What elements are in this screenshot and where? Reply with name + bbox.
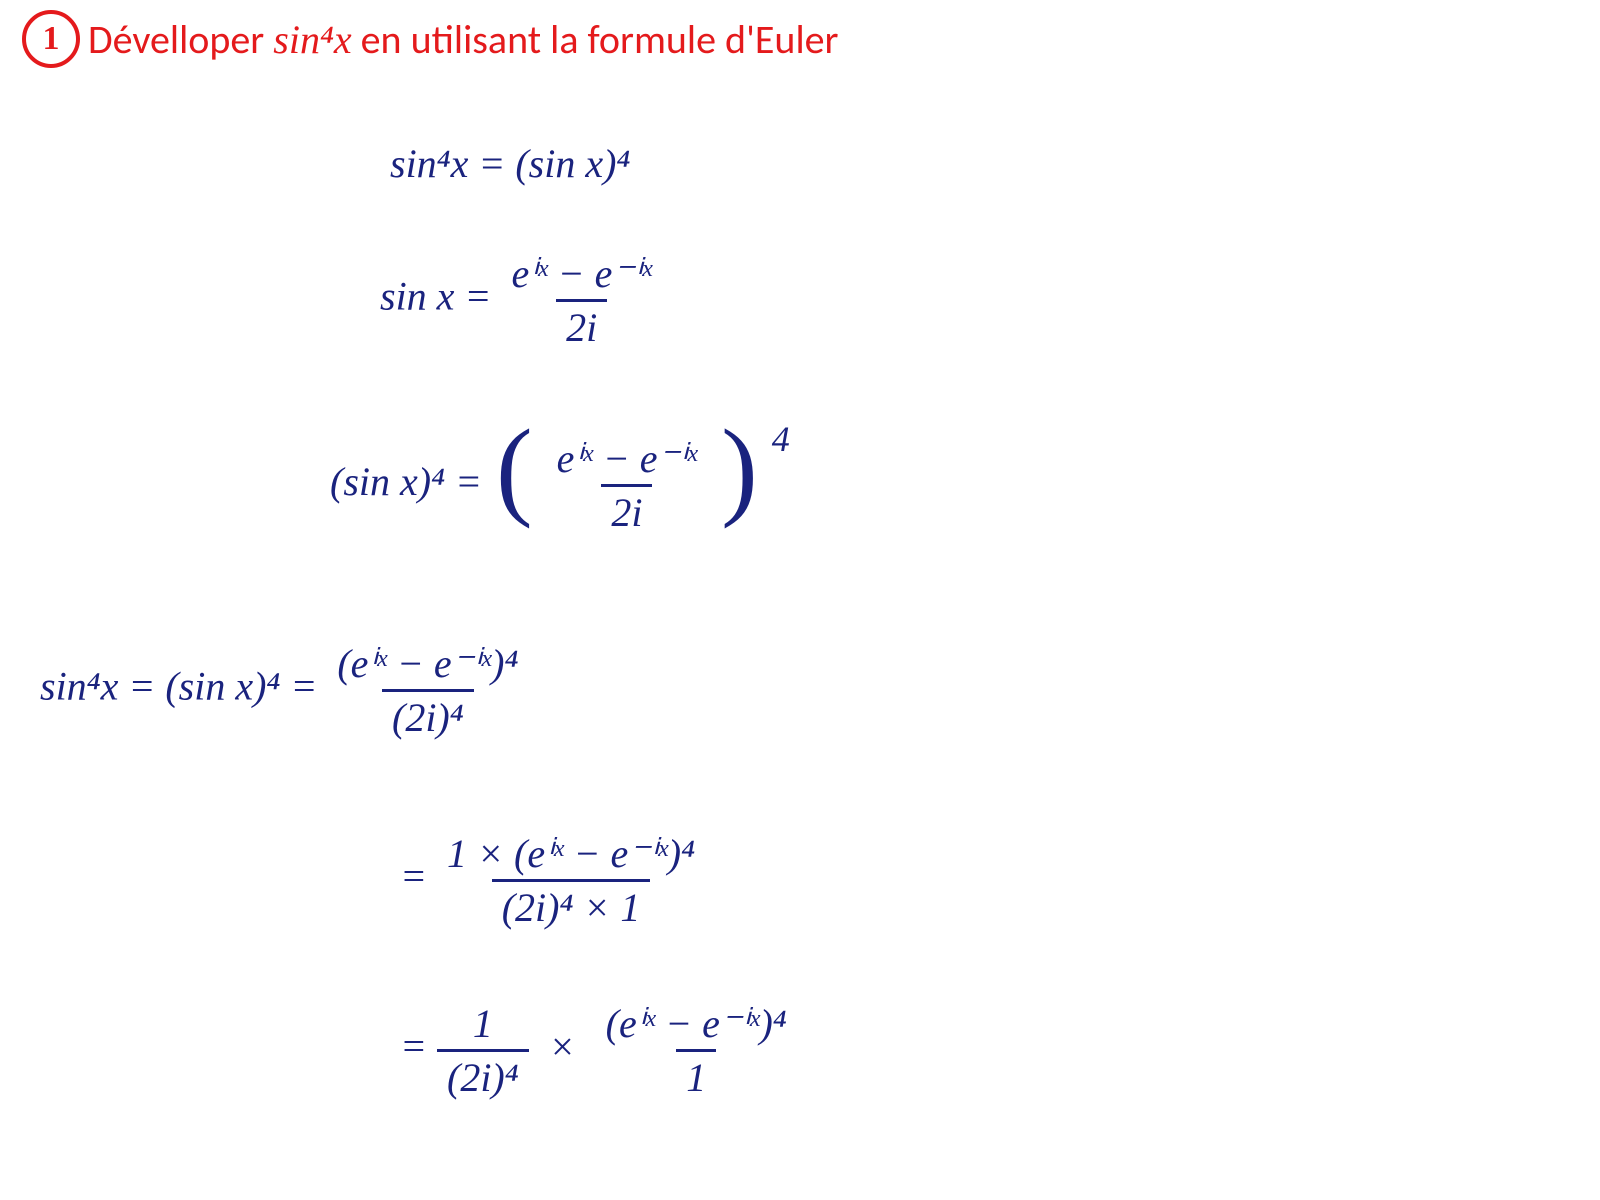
eq5-den: (2i)⁴ × 1 [492,879,651,931]
eq5-num: 1 × (eⁱˣ − e⁻ⁱˣ)⁴ [437,830,705,879]
eq-line-2: sin x = eⁱˣ − e⁻ⁱˣ 2i [380,250,662,351]
eq6-fB-den: 1 [676,1049,716,1101]
eq-line-4: sin⁴x = (sin x)⁴ = (eⁱˣ − e⁻ⁱˣ)⁴ (2i)⁴ [40,640,528,741]
title-math: sin⁴x [273,17,351,62]
eq3-fraction: eⁱˣ − e⁻ⁱˣ 2i [547,435,708,536]
eq3-lhs: (sin x)⁴ = [330,459,482,504]
title-post: en utilisant la formule d'Euler [361,15,839,64]
title-text: Dévelloper sin⁴x en utilisant la formule… [88,15,838,64]
eq-line-3: (sin x)⁴ = ( eⁱˣ − e⁻ⁱˣ 2i ) 4 [330,420,790,536]
eq6-fB-num: (eⁱˣ − e⁻ⁱˣ)⁴ [596,1000,797,1049]
rparen-icon: ) [717,407,762,529]
problem-number: 1 [43,20,60,58]
problem-number-circle: 1 [22,10,80,68]
eq5-lhs: = [400,854,427,899]
eq4-lhs: sin⁴x = (sin x)⁴ = [40,664,317,709]
eq3-num: eⁱˣ − e⁻ⁱˣ [547,435,708,484]
eq4-den: (2i)⁴ [382,689,474,741]
eq2-num: eⁱˣ − e⁻ⁱˣ [501,250,662,299]
eq-line-5: = 1 × (eⁱˣ − e⁻ⁱˣ)⁴ (2i)⁴ × 1 [400,830,705,931]
eq2-lhs: sin x = [380,274,491,319]
eq6-lhs: = [400,1024,427,1069]
eq2-fraction: eⁱˣ − e⁻ⁱˣ 2i [501,250,662,351]
eq4-fraction: (eⁱˣ − e⁻ⁱˣ)⁴ (2i)⁴ [327,640,528,741]
eq3-exp: 4 [772,419,790,459]
eq2-den: 2i [556,299,607,351]
title-pre: Dévelloper [88,15,273,64]
eq4-num: (eⁱˣ − e⁻ⁱˣ)⁴ [327,640,528,689]
eq1-content: sin⁴x = (sin x)⁴ [390,141,630,186]
eq-line-6: = 1 (2i)⁴ × (eⁱˣ − e⁻ⁱˣ)⁴ 1 [400,1000,797,1101]
title-row: 1 Dévelloper sin⁴x en utilisant la formu… [22,10,838,68]
eq6-fracA: 1 (2i)⁴ [437,1000,529,1101]
eq6-mid: × [539,1024,586,1069]
eq6-fA-num: 1 [463,1000,503,1049]
lparen-icon: ( [492,407,537,529]
eq3-den: 2i [601,484,652,536]
eq-line-1: sin⁴x = (sin x)⁴ [390,140,630,187]
eq5-fraction: 1 × (eⁱˣ − e⁻ⁱˣ)⁴ (2i)⁴ × 1 [437,830,705,931]
eq6-fracB: (eⁱˣ − e⁻ⁱˣ)⁴ 1 [596,1000,797,1101]
eq6-fA-den: (2i)⁴ [437,1049,529,1101]
